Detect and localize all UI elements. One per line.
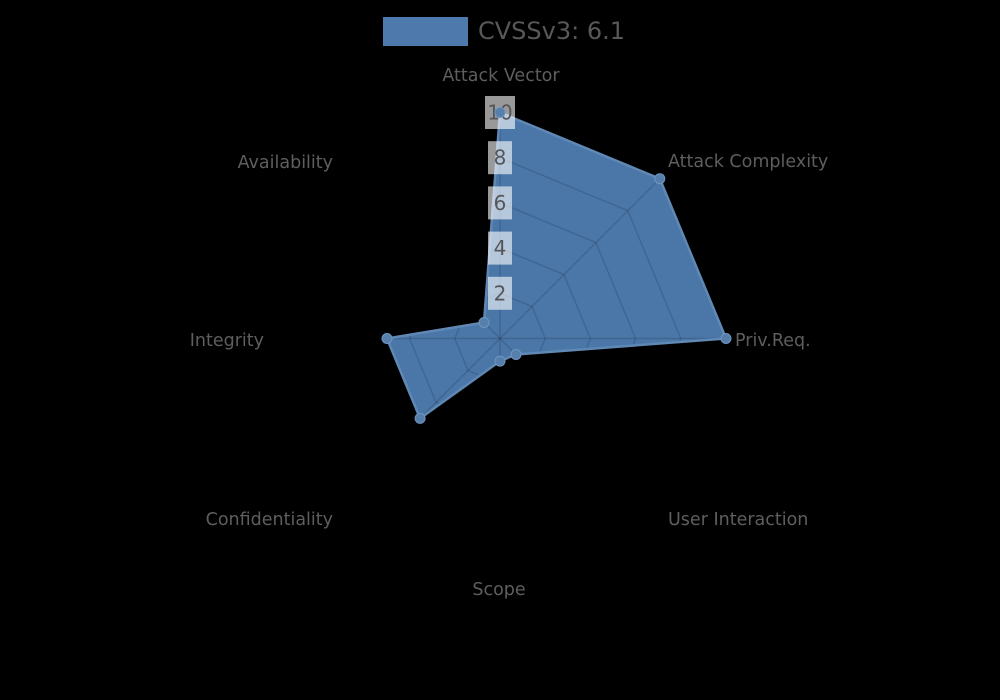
vertex-dot xyxy=(381,333,393,344)
tick-label-box xyxy=(488,141,512,175)
chart-legend: CVSSv3: 6.1 xyxy=(383,17,625,46)
data-polygon-fill xyxy=(387,112,726,419)
grid-ring xyxy=(387,156,682,419)
vertex-dot xyxy=(654,173,666,185)
tick-label-box xyxy=(488,231,512,265)
vertex-dot xyxy=(720,333,732,344)
vertex-dot xyxy=(494,107,506,118)
legend-color-swatch xyxy=(383,17,468,46)
tick-label: 4 xyxy=(494,236,507,260)
vertex-dot xyxy=(414,412,426,424)
tick-label-box xyxy=(488,276,512,310)
axis-label-attack-complexity: Attack Complexity xyxy=(668,152,828,172)
legend-label: CVSSv3: 6.1 xyxy=(478,17,625,45)
tick-label: 2 xyxy=(494,281,507,305)
axis-label-integrity: Integrity xyxy=(190,331,264,351)
grid-spoke xyxy=(387,337,501,419)
vertex-dot xyxy=(494,355,506,367)
vertex-dot xyxy=(478,317,490,328)
grid-spoke xyxy=(499,337,661,419)
tick-label: 8 xyxy=(494,146,507,170)
grid-spoke xyxy=(387,178,501,340)
vertex-dot xyxy=(510,349,522,360)
axis-label-confidentiality: Confidentiality xyxy=(206,510,333,530)
grid-spoke xyxy=(499,178,661,340)
axis-label-attack-vector: Attack Vector xyxy=(442,66,560,86)
tick-label: 6 xyxy=(494,191,507,215)
axis-label-availability: Availability xyxy=(238,153,333,173)
tick-label-box xyxy=(488,186,512,220)
axis-label-priv-req: Priv.Req. xyxy=(735,331,811,351)
axis-label-scope: Scope xyxy=(472,580,525,600)
axis-label-user-interaction: User Interaction xyxy=(668,510,808,530)
